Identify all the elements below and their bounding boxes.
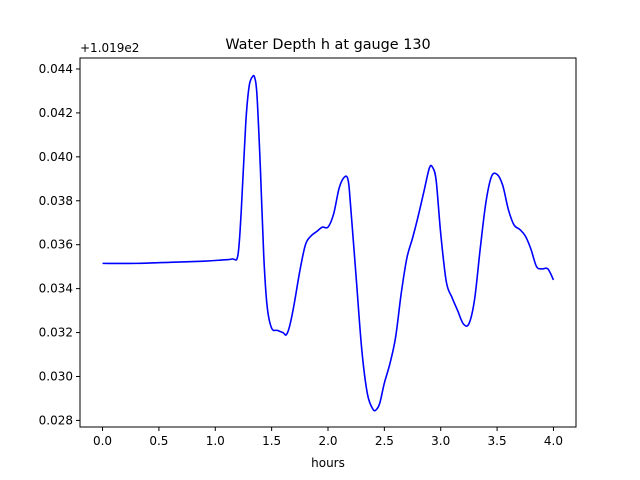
y-tick-label: 0.028 xyxy=(39,413,73,427)
y-tick-label: 0.034 xyxy=(39,282,73,296)
x-tick-label: 4.0 xyxy=(544,434,563,448)
x-tick-label: 1.5 xyxy=(262,434,281,448)
series-line-0 xyxy=(102,74,555,412)
x-axis-label: hours xyxy=(311,456,345,470)
x-tick-label: 0.5 xyxy=(149,434,168,448)
y-tick-label: 0.042 xyxy=(39,106,73,120)
y-tick-label: 0.030 xyxy=(39,369,73,383)
plot-area xyxy=(102,74,555,412)
y-tick-label: 0.032 xyxy=(39,326,73,340)
x-tick-label: 3.0 xyxy=(431,434,450,448)
chart-title: Water Depth h at gauge 130 xyxy=(225,37,430,53)
x-tick-label: 0.0 xyxy=(93,434,112,448)
y-tick-label: 0.044 xyxy=(39,62,73,76)
y-axis: 0.028 0.030 0.032 0.034 0.036 0.038 0.040 0.042… xyxy=(39,62,80,427)
x-tick-label: 1.0 xyxy=(206,434,225,448)
y-tick-label: 0.038 xyxy=(39,194,73,208)
y-tick-label: 0.040 xyxy=(39,150,73,164)
y-tick-label: 0.036 xyxy=(39,238,73,252)
x-tick-label: 3.5 xyxy=(488,434,507,448)
x-tick-label: 2.5 xyxy=(375,434,394,448)
x-axis: 0.0 0.5 1.0 1.5 2.0 2.5 3.0 3.5 4.0 xyxy=(93,427,563,448)
y-offset-label: +1.019e2 xyxy=(80,41,139,55)
x-tick-label: 2.0 xyxy=(318,434,337,448)
